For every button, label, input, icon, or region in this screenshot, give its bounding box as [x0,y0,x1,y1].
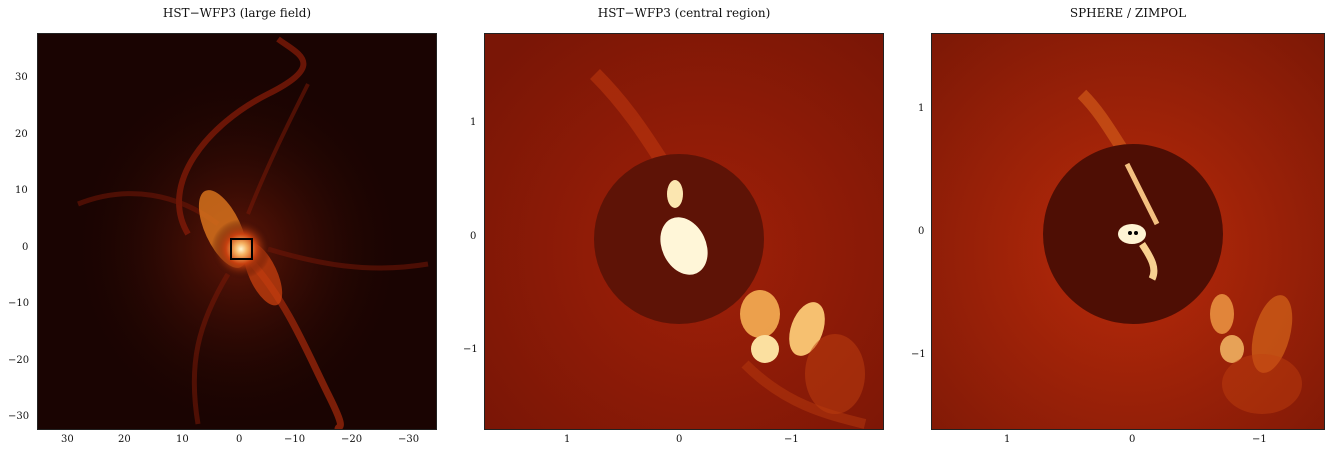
x-tick-label: 30 [61,434,74,445]
panel-title: SPHERE / ZIMPOL [1069,6,1187,20]
x-tick-label: 1 [1004,434,1011,445]
x-tick-label: 0 [236,434,243,445]
y-tick-label: 1 [470,117,477,128]
x-tick-label: 1 [564,434,571,445]
image-sphere-zimpol [931,33,1325,430]
x-tick-label: 10 [176,434,189,445]
panel-title: HST−WFP3 (central region) [597,6,771,20]
y-tick-label: −20 [8,355,30,366]
panel-title: HST−WFP3 (large field) [162,6,312,20]
y-tick-label: 30 [15,72,28,83]
y-tick-label: 0 [918,226,925,237]
zoom-box-marker [230,238,253,260]
y-tick-label: 0 [22,242,29,253]
y-tick-label: 1 [918,103,925,114]
x-tick-label: −1 [784,434,799,445]
image-large-field [37,33,437,430]
x-tick-label: 0 [1129,434,1136,445]
y-tick-label: 0 [470,231,477,242]
y-tick-label: −10 [8,298,30,309]
y-tick-label: 20 [15,129,28,140]
x-tick-label: 20 [118,434,131,445]
x-tick-label: 0 [676,434,683,445]
y-tick-label: 10 [15,185,28,196]
y-tick-label: −1 [911,349,926,360]
x-tick-label: −30 [398,434,420,445]
y-tick-label: −30 [8,411,30,422]
x-tick-label: −20 [341,434,363,445]
image-central-region [484,33,884,430]
y-tick-label: −1 [463,344,478,355]
x-tick-label: −10 [284,434,306,445]
x-tick-label: −1 [1252,434,1267,445]
